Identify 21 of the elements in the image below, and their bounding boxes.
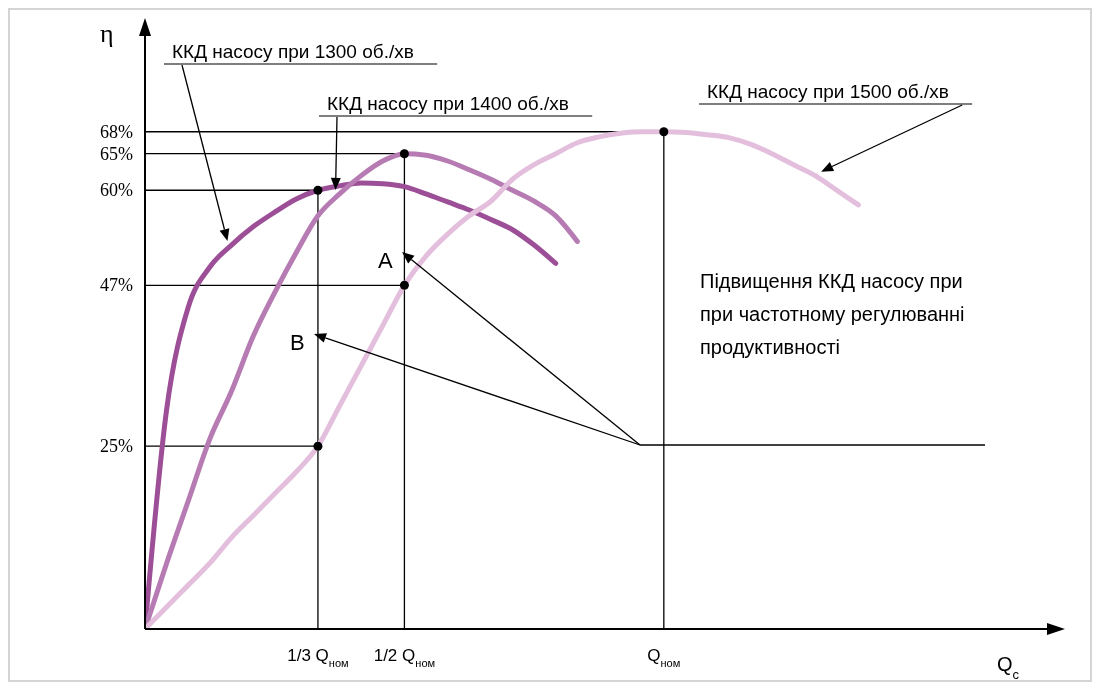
- annotation: A: [378, 248, 393, 273]
- text: ККД насосу при 1400 об./хв: [327, 93, 569, 114]
- point: [313, 441, 323, 451]
- x-tick-label: 1/3 Q$_{ном}$: [287, 646, 349, 669]
- point: [399, 280, 409, 290]
- point: [313, 185, 323, 195]
- point: [659, 127, 669, 137]
- y-tick-label: 68%: [100, 121, 133, 142]
- x-axis-title: Q$_{c}$: [997, 653, 1020, 682]
- y-tick-label: 25%: [100, 436, 133, 457]
- series-label: ККД насосу при 1500 об./хв: [707, 81, 949, 102]
- y-tick-label: 65%: [100, 143, 133, 164]
- y-tick-label: 60%: [100, 180, 133, 201]
- annotation: B: [290, 330, 305, 355]
- y-axis-title: η: [100, 19, 114, 48]
- x-tick-label: Q$_{ном}$: [647, 646, 681, 669]
- y-tick-label: 47%: [100, 275, 133, 296]
- annotation: Підвищення ККД насосу при при частотному регулюванні продуктивності: [700, 269, 966, 360]
- x-tick-label: 1/2 Q$_{ном}$: [373, 646, 436, 669]
- text: ККД насосу при 1300 об./хв: [172, 41, 414, 62]
- point: [399, 149, 409, 159]
